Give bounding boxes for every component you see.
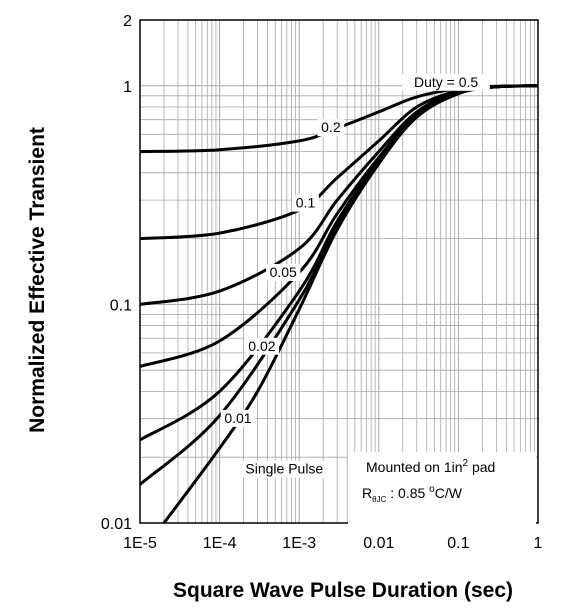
curve-label-backing: [220, 409, 256, 427]
x-tick-label: 1E-4: [203, 535, 237, 552]
x-tick-label: 0.01: [363, 535, 394, 552]
curve-0-02: [140, 84, 538, 442]
curve-label: Single Pulse: [245, 461, 323, 477]
curve-label-backing: [266, 263, 301, 281]
annotation-box: Mounted on 1in2 pad RθJC : 0.85 oC/W: [348, 452, 536, 524]
y-tick-label: 0.1: [110, 297, 132, 314]
curve-label-backing: [236, 460, 332, 478]
x-tick-label: 1E-3: [282, 535, 316, 552]
curve-label: 0.02: [248, 338, 275, 354]
x-tick-label: 1E-5: [123, 535, 157, 552]
y-tick-label: 0.01: [101, 516, 132, 533]
x-axis-title: Square Wave Pulse Duration (sec): [173, 579, 513, 602]
curve-0-01: [140, 84, 538, 486]
annotation-line-2: RθJC : 0.85 oC/W: [362, 484, 463, 504]
grid-lines: [140, 20, 538, 523]
curve-label-backing: [244, 337, 280, 355]
y-tick-label: 1: [123, 79, 132, 96]
curve-label-backing: [402, 73, 490, 91]
curve-label-backing: [292, 194, 319, 212]
curve-label: 0.01: [224, 410, 251, 426]
curve-label: 0.05: [270, 264, 297, 280]
y-axis-title: Normalized Effective Transient: [26, 127, 49, 433]
curve-label: 0.1: [296, 195, 316, 211]
curve-label-backing: [317, 119, 345, 137]
y-tick-label: 2: [123, 13, 132, 30]
x-tick-label: 1: [534, 535, 543, 552]
plot-frame: [139, 19, 539, 524]
tick-label-group: 1E-5 1E-4 1E-3 0.01 0.1 1 0.01 0.1 1 2: [101, 13, 543, 552]
x-tick-label: 0.1: [447, 535, 469, 552]
annotation-line-1: Mounted on 1in2 pad: [366, 458, 495, 475]
curve-label: Duty = 0.5: [414, 74, 478, 90]
curve-label: 0.2: [321, 119, 341, 135]
curve-label-group: Duty = 0.5 0.2 0.1 0.05 0.02 0.01 Single Pulse: [220, 73, 490, 478]
